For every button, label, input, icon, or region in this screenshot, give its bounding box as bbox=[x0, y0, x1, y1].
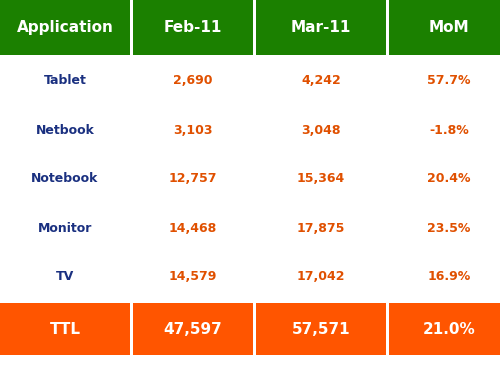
Bar bbox=[389, 107, 500, 153]
Bar bbox=[133, 156, 253, 202]
Text: Application: Application bbox=[16, 20, 114, 35]
Bar bbox=[0, 254, 130, 300]
Text: MoM: MoM bbox=[428, 20, 470, 35]
Text: 4,242: 4,242 bbox=[301, 75, 341, 87]
Text: TTL: TTL bbox=[50, 321, 80, 336]
Bar bbox=[133, 58, 253, 104]
Bar bbox=[0, 156, 130, 202]
Text: 14,468: 14,468 bbox=[169, 222, 217, 234]
Bar bbox=[0, 303, 130, 355]
Bar bbox=[0, 58, 130, 104]
Bar bbox=[389, 156, 500, 202]
Text: 21.0%: 21.0% bbox=[422, 321, 476, 336]
Bar bbox=[256, 205, 386, 251]
Bar bbox=[256, 156, 386, 202]
Text: -1.8%: -1.8% bbox=[429, 123, 469, 136]
Text: 15,364: 15,364 bbox=[297, 172, 345, 186]
Bar bbox=[256, 0, 386, 55]
Text: 14,579: 14,579 bbox=[169, 270, 217, 284]
Text: 17,042: 17,042 bbox=[297, 270, 345, 284]
Bar bbox=[389, 58, 500, 104]
Bar bbox=[133, 0, 253, 55]
Text: 3,103: 3,103 bbox=[174, 123, 213, 136]
Text: 16.9%: 16.9% bbox=[428, 270, 470, 284]
Text: 3,048: 3,048 bbox=[301, 123, 341, 136]
Text: 2,690: 2,690 bbox=[174, 75, 213, 87]
Text: 57.7%: 57.7% bbox=[427, 75, 471, 87]
Text: Mar-11: Mar-11 bbox=[291, 20, 351, 35]
Text: 20.4%: 20.4% bbox=[427, 172, 471, 186]
Bar bbox=[133, 254, 253, 300]
Bar bbox=[0, 205, 130, 251]
Text: Netbook: Netbook bbox=[36, 123, 94, 136]
Bar bbox=[256, 303, 386, 355]
Text: Notebook: Notebook bbox=[32, 172, 98, 186]
Bar bbox=[133, 107, 253, 153]
Text: Tablet: Tablet bbox=[44, 75, 86, 87]
Text: 12,757: 12,757 bbox=[169, 172, 217, 186]
Bar bbox=[389, 254, 500, 300]
Bar bbox=[389, 205, 500, 251]
Bar bbox=[389, 0, 500, 55]
Bar bbox=[256, 58, 386, 104]
Bar bbox=[256, 254, 386, 300]
Bar bbox=[0, 107, 130, 153]
Bar bbox=[133, 303, 253, 355]
Text: TV: TV bbox=[56, 270, 74, 284]
Bar bbox=[133, 205, 253, 251]
Text: Feb-11: Feb-11 bbox=[164, 20, 222, 35]
Bar bbox=[0, 0, 130, 55]
Text: Monitor: Monitor bbox=[38, 222, 92, 234]
Bar bbox=[389, 303, 500, 355]
Bar bbox=[256, 107, 386, 153]
Text: 47,597: 47,597 bbox=[164, 321, 222, 336]
Text: 23.5%: 23.5% bbox=[428, 222, 470, 234]
Text: 17,875: 17,875 bbox=[297, 222, 345, 234]
Text: 57,571: 57,571 bbox=[292, 321, 350, 336]
